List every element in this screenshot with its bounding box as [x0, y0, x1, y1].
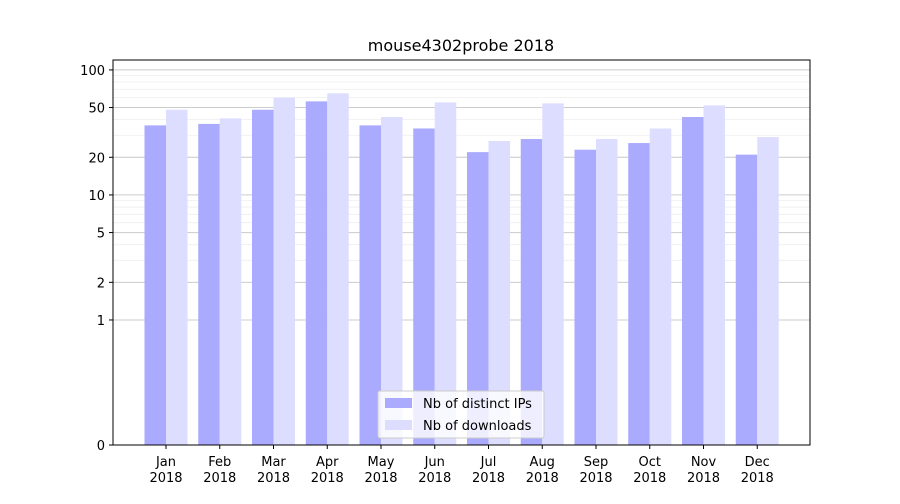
bar-downloads-3 — [273, 97, 295, 445]
y-tick-label: 20 — [88, 151, 105, 166]
bar-downloads-6 — [434, 102, 457, 445]
legend: Nb of distinct IPs Nb of downloads — [377, 390, 545, 439]
y-tick-label: 5 — [97, 227, 105, 242]
x-tick-label: Aug 2018 — [526, 455, 559, 486]
x-tick-label: May 2018 — [364, 455, 397, 486]
x-tick-label: Oct 2018 — [633, 455, 666, 486]
y-tick-label: 0 — [97, 439, 105, 454]
x-tick-label: Mar 2018 — [257, 455, 290, 486]
chart-title: mouse4302probe 2018 — [368, 36, 554, 55]
bar-ips-11 — [682, 117, 704, 445]
bar-downloads-9 — [596, 139, 618, 445]
bar-downloads-8 — [542, 103, 564, 446]
x-tick-label: Nov 2018 — [687, 455, 720, 486]
bar-downloads-11 — [703, 105, 725, 446]
legend-label-ips: Nb of distinct IPs — [423, 397, 532, 412]
x-tick-label: Jan 2018 — [149, 455, 182, 486]
y-axis-ticks: 0 1 2 5 10 20 50 100 — [80, 64, 113, 454]
x-tick-label: Jul 2018 — [472, 455, 505, 486]
legend-label-downloads: Nb of downloads — [423, 419, 532, 434]
bar-ips-10 — [628, 143, 650, 445]
bar-ips-7 — [467, 152, 489, 445]
y-tick-label: 100 — [80, 64, 105, 79]
x-tick-label: Apr 2018 — [311, 455, 344, 486]
x-tick-label: Dec 2018 — [741, 455, 774, 486]
bar-ips-2 — [198, 123, 220, 445]
bar-ips-3 — [252, 109, 274, 445]
x-tick-label: Sep 2018 — [579, 455, 612, 486]
legend-swatch-ips — [385, 398, 412, 408]
bar-ips-4 — [305, 101, 328, 445]
x-axis-ticks: Jan 2018 Feb 2018 Mar 2018 Apr 2018 May 2018 Jun 20… — [149, 445, 774, 486]
y-tick-label: 2 — [97, 276, 105, 291]
x-tick-label: Jun 2018 — [418, 455, 451, 486]
bar-downloads-2 — [219, 118, 242, 445]
bar-downloads-12 — [757, 137, 779, 445]
bar-downloads-10 — [649, 128, 672, 445]
legend-frame — [377, 390, 545, 439]
bar-ips-12 — [735, 154, 758, 446]
bar-downloads-5 — [381, 117, 403, 445]
bar-ips-5 — [359, 125, 381, 445]
bar-downloads-4 — [327, 93, 349, 446]
bar-ips-6 — [413, 128, 435, 445]
legend-swatch-downloads — [385, 420, 412, 430]
plot-frame — [112, 59, 811, 446]
y-tick-label: 10 — [88, 189, 105, 204]
x-tick-label: Feb 2018 — [203, 455, 236, 486]
bar-downloads-1 — [166, 109, 188, 445]
bar-ips-9 — [574, 149, 596, 446]
bars — [144, 93, 779, 446]
y-tick-label: 50 — [88, 102, 105, 117]
bar-ips-1 — [144, 125, 166, 445]
y-tick-label: 1 — [97, 314, 105, 329]
bar-ips-8 — [520, 139, 543, 445]
bar-downloads-7 — [488, 140, 510, 445]
